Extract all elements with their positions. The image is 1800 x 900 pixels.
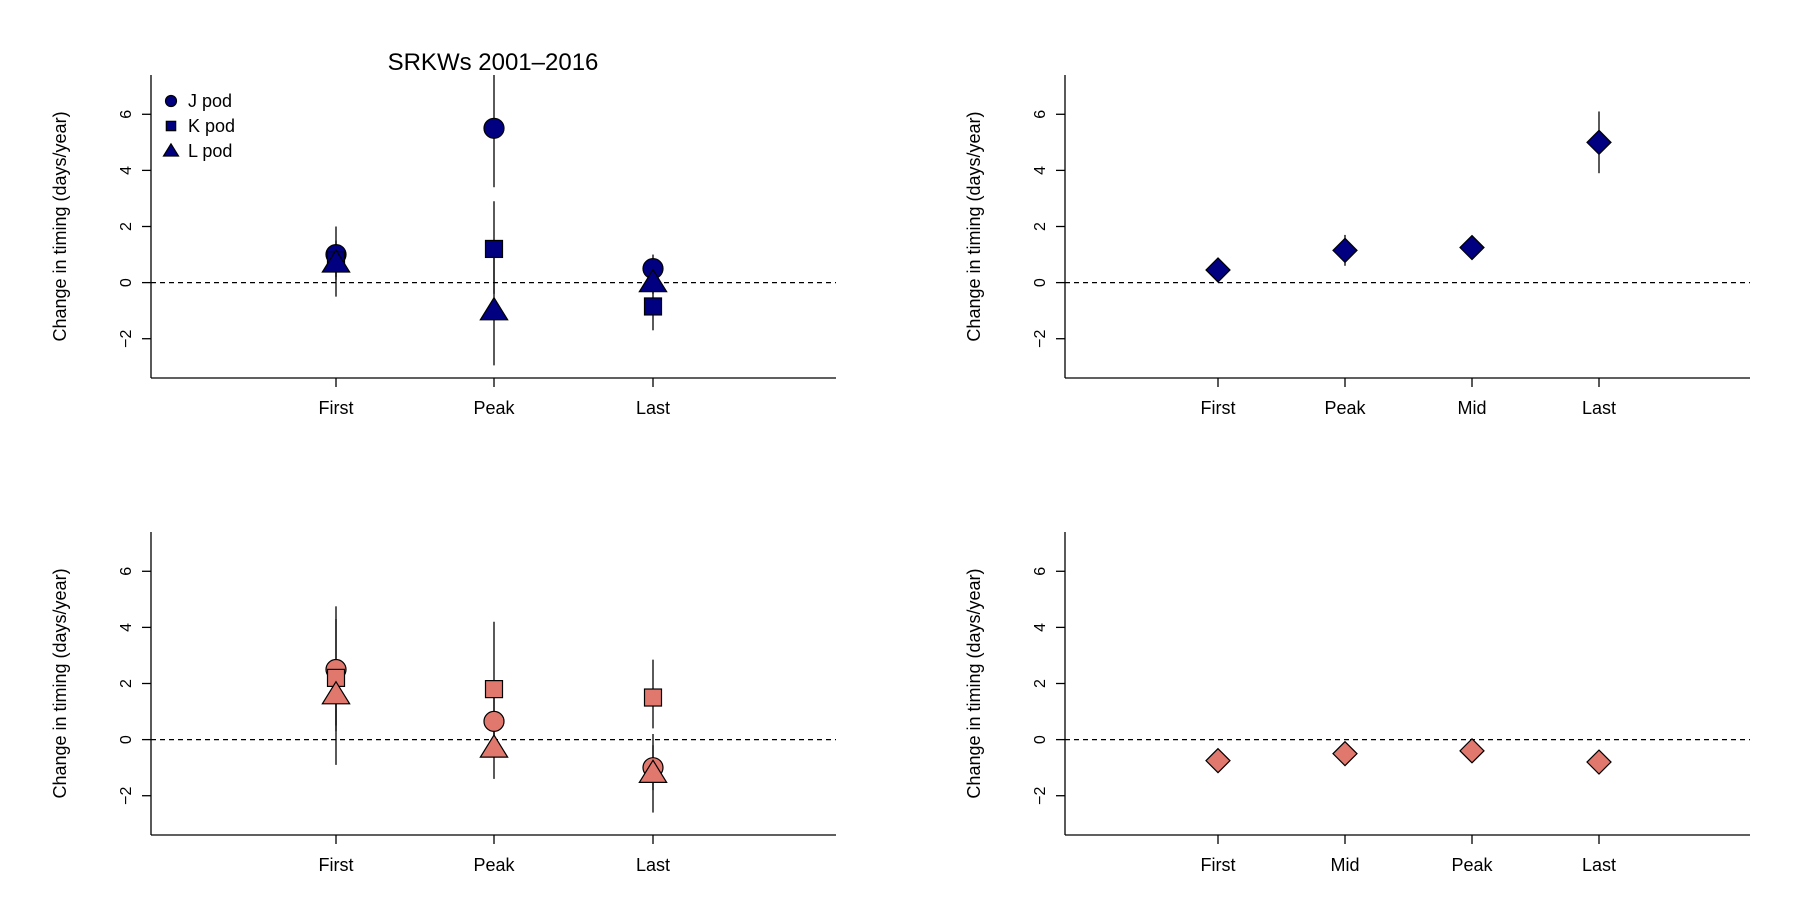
data-point-diamond (1586, 129, 1612, 156)
data-point-diamond (1332, 740, 1358, 767)
y-tick-label: 2 (118, 679, 135, 688)
x-tick-label: Peak (473, 855, 515, 875)
panel-bottom-left: −2 0 2 4 6 Change in timing (days/year) First P… (50, 532, 836, 875)
x-tick-label: First (1201, 398, 1236, 418)
x-tick-label: Mid (1457, 398, 1486, 418)
x-tick-label: First (1201, 855, 1236, 875)
x-tick-label: Last (1582, 855, 1616, 875)
figure-title: SRKWs 2001–2016 (388, 49, 599, 76)
data-point-triangle (638, 759, 668, 783)
data-point-triangle (479, 733, 509, 758)
legend-label: J pod (188, 91, 232, 111)
y-tick-label: 4 (118, 623, 135, 632)
y-tick-label: 0 (1032, 278, 1049, 287)
y-tick-label: 4 (118, 166, 135, 175)
legend-label: L pod (188, 141, 232, 161)
x-tick-label: Peak (1451, 855, 1493, 875)
y-tick-label: 0 (118, 735, 135, 744)
x-tick-label: Last (1582, 398, 1616, 418)
y-tick-label: 0 (1032, 735, 1049, 744)
data-point-diamond (1586, 749, 1612, 775)
y-tick-label: −2 (1032, 787, 1049, 805)
x-tick-label: First (319, 398, 354, 418)
data-point-triangle (321, 680, 351, 705)
y-tick-label: 2 (1032, 222, 1049, 231)
legend-label: K pod (188, 116, 235, 136)
data-point-triangle (638, 268, 668, 293)
data-point-diamond (1205, 747, 1231, 774)
y-tick-label: 4 (1032, 166, 1049, 175)
x-tick-label: Peak (473, 398, 515, 418)
data-point-square (484, 680, 504, 699)
y-tick-label: −2 (118, 330, 135, 348)
y-tick-label: 2 (118, 222, 135, 231)
legend-marker-triangle (162, 142, 180, 157)
y-axis-label: Change in timing (days/year) (50, 568, 70, 798)
x-tick-label: First (319, 855, 354, 875)
panel-bottom-right: −2 0 2 4 6 Change in timing (days/year) First M… (964, 532, 1750, 875)
data-point-square (643, 688, 663, 707)
data-point-square (484, 239, 504, 259)
y-axis-label: Change in timing (days/year) (964, 568, 984, 798)
data-point-diamond (1205, 257, 1231, 283)
data-point-circle (483, 710, 505, 732)
data-point-triangle (321, 248, 351, 273)
x-tick-label: Last (636, 855, 670, 875)
y-tick-label: 4 (1032, 623, 1049, 632)
x-tick-label: Last (636, 398, 670, 418)
x-tick-label: Peak (1324, 398, 1366, 418)
y-tick-label: 6 (1032, 110, 1049, 119)
y-tick-label: 6 (1032, 567, 1049, 576)
panel-top-left: −2 0 2 4 6 Change in timing (days/year) First P… (50, 75, 836, 418)
y-tick-label: 6 (118, 567, 135, 576)
legend-marker-circle (164, 94, 178, 108)
data-point-triangle (479, 296, 509, 321)
data-point-diamond (1459, 737, 1485, 764)
y-tick-label: −2 (1032, 330, 1049, 348)
y-axis-label: Change in timing (days/year) (50, 111, 70, 341)
data-point-diamond (1459, 234, 1485, 261)
data-point-diamond (1332, 237, 1358, 264)
y-tick-label: −2 (118, 787, 135, 805)
x-tick-label: Mid (1330, 855, 1359, 875)
data-point-square (643, 297, 663, 316)
y-tick-label: 6 (118, 110, 135, 119)
y-tick-label: 2 (1032, 679, 1049, 688)
data-point-circle (483, 117, 505, 139)
y-tick-label: 0 (118, 278, 135, 287)
panel-top-right: −2 0 2 4 6 Change in timing (days/year) First P… (964, 75, 1750, 418)
y-axis-label: Change in timing (days/year) (964, 111, 984, 341)
legend-marker-square (165, 120, 177, 132)
